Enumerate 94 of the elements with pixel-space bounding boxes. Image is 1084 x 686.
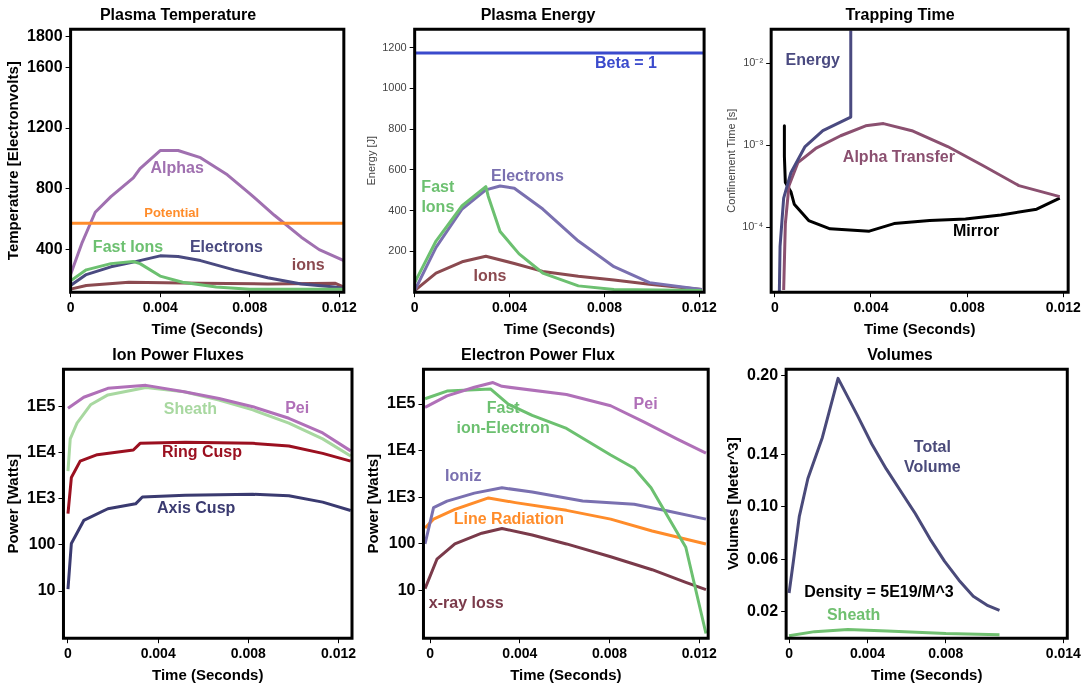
x-tick-label: 0.004 (142, 299, 178, 316)
y-tick-label: 1000 (382, 81, 407, 94)
x-tick-label: 0.004 (502, 645, 538, 662)
y-tick-label: 100 (388, 534, 416, 552)
x-tick-label: 0 (770, 299, 779, 316)
x-axis-title: Time (Seconds) (510, 666, 622, 684)
series-label: Alphas (150, 159, 204, 176)
y-tick-label: 1E4 (387, 441, 416, 459)
y-tick-label: 100 (28, 535, 56, 553)
y-tick-label: 0.20 (747, 366, 779, 384)
x-tick-label: 0.004 (492, 299, 528, 316)
y-tick-label: 1800 (27, 27, 63, 45)
chart-title: Trapping Time (845, 6, 955, 24)
y-tick-label: 1E3 (27, 489, 56, 507)
y-axis-title: Confinement Time [s] (724, 108, 737, 213)
y-axis-title: Volumes [Meter^3] (724, 437, 742, 571)
series-label: ions (291, 256, 325, 274)
series-label: Sheath (826, 605, 881, 623)
x-axis-title: Time (Seconds) (871, 666, 983, 684)
y-tick-label: 1E3 (387, 487, 416, 505)
x-axis-title: Time (Seconds) (503, 320, 616, 338)
x-tick-label: 0.008 (928, 645, 964, 662)
y-axis-title: Power [Watts] (364, 453, 382, 554)
x-tick-label: 0.008 (230, 645, 267, 662)
y-tick-label: 400 (388, 203, 407, 216)
x-tick-label: 0 (785, 645, 794, 662)
x-axis-title: Time (Seconds) (863, 320, 976, 338)
annotation: Density = 5E19/M^3 (804, 582, 954, 600)
chart-title: Plasma Energy (480, 6, 596, 24)
y-tick-label: 10 (37, 581, 56, 599)
series-label: x-ray loss (428, 593, 504, 611)
x-tick-label: 0.012 (681, 645, 717, 662)
chart-title: Volumes (867, 346, 933, 364)
x-tick-label: 0.012 (681, 299, 718, 316)
series-label: Sheath (163, 399, 218, 417)
y-tick-label: 1200 (382, 40, 407, 53)
series-label: Pei (285, 398, 310, 416)
x-tick-label: 0.004 (140, 645, 176, 662)
series-label: Pei (633, 394, 658, 412)
series-label: Total Volume (904, 438, 961, 476)
series-label: Ioniz (445, 467, 482, 485)
x-tick-label: 0 (66, 299, 75, 316)
y-tick-label: 400 (35, 240, 63, 258)
y-tick-label: 0.06 (747, 549, 779, 567)
x-tick-label: 0.008 (232, 299, 268, 316)
y-tick-label: 800 (35, 179, 63, 197)
x-tick-label: 0.008 (592, 645, 628, 662)
y-tick-label: 10 (397, 580, 416, 598)
series-label: Alpha Transfer (842, 148, 955, 166)
x-tick-label: 0.004 (849, 645, 886, 662)
y-tick-label: 200 (388, 244, 407, 257)
y-tick-label: 0.02 (747, 602, 779, 620)
series-label: Axis Cusp (157, 499, 236, 517)
y-tick-label: 1E4 (27, 443, 56, 461)
x-tick-label: 0.008 (949, 299, 985, 316)
y-tick-label: 800 (388, 122, 407, 135)
y-tick-label: 1600 (27, 57, 63, 75)
y-tick-label: 10⁻⁴ (742, 220, 764, 233)
y-tick-label: 10⁻³ (743, 138, 764, 151)
y-tick-label: 600 (388, 162, 407, 175)
x-axis-title: Time (Seconds) (151, 320, 263, 338)
x-tick-label: 0 (410, 299, 419, 316)
chart-title: Plasma Temperature (99, 6, 257, 24)
chart-title: Ion Power Fluxes (112, 346, 244, 364)
y-tick-label: 1200 (27, 118, 63, 136)
series-label: Electrons (189, 237, 263, 255)
y-tick-label: 0.10 (747, 497, 779, 515)
y-tick-label: 1E5 (27, 397, 56, 415)
series-label: Ring Cusp (161, 443, 243, 460)
y-tick-label: 0.14 (747, 444, 779, 462)
y-tick-label: 10⁻² (743, 56, 764, 69)
series-label: Ions (473, 266, 507, 284)
series-label: Fast Ions (92, 237, 164, 255)
x-tick-label: 0.014 (1045, 645, 1082, 662)
x-tick-label: 0.012 (1045, 299, 1082, 316)
y-axis-title: Energy [J] (364, 135, 377, 186)
series-label: Electrons (491, 166, 565, 184)
x-axis-title: Time (Seconds) (152, 666, 264, 684)
series-label: Energy (785, 51, 840, 69)
series-label: Fast Ions (421, 177, 455, 215)
series-label: Potential (144, 204, 200, 220)
y-tick-label: 1E5 (387, 394, 416, 412)
series-label: Mirror (952, 222, 1000, 240)
y-axis-title: Temperature [Electronvolts] (4, 61, 22, 261)
x-tick-label: 0 (64, 645, 73, 662)
x-tick-label: 0 (426, 645, 435, 662)
x-tick-label: 0.008 (586, 299, 623, 316)
x-tick-label: 0.012 (320, 645, 357, 662)
chart-title: Electron Power Flux (461, 346, 616, 364)
series-label: Beta = 1 (595, 53, 657, 71)
y-axis-title: Power [Watts] (4, 453, 22, 554)
series-label: Line Radiation (453, 510, 564, 528)
x-tick-label: 0.004 (853, 299, 889, 316)
x-tick-label: 0.012 (321, 299, 358, 316)
